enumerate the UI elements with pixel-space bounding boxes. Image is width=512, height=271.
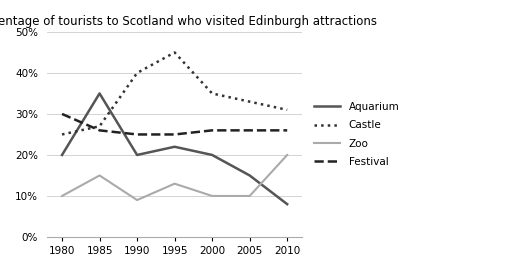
Legend: Aquarium, Castle, Zoo, Festival: Aquarium, Castle, Zoo, Festival [310, 98, 403, 171]
Zoo [59, 194, 65, 198]
Festival [284, 129, 290, 132]
Title: Percentage of tourists to Scotland who visited Edinburgh attractions: Percentage of tourists to Scotland who v… [0, 15, 377, 28]
Zoo [172, 182, 178, 185]
Zoo [134, 198, 140, 202]
Castle [284, 108, 290, 111]
Castle [96, 125, 102, 128]
Zoo [247, 194, 253, 198]
Line: Zoo: Zoo [62, 155, 287, 200]
Festival [134, 133, 140, 136]
Festival [96, 129, 102, 132]
Festival [172, 133, 178, 136]
Castle [172, 51, 178, 54]
Festival [209, 129, 215, 132]
Zoo [284, 153, 290, 157]
Castle [134, 71, 140, 75]
Line: Festival: Festival [62, 114, 287, 134]
Zoo [96, 174, 102, 177]
Zoo [209, 194, 215, 198]
Line: Castle: Castle [62, 53, 287, 134]
Aquarium [247, 174, 253, 177]
Castle [209, 92, 215, 95]
Castle [59, 133, 65, 136]
Aquarium [59, 153, 65, 157]
Aquarium [172, 145, 178, 149]
Festival [59, 112, 65, 116]
Castle [247, 100, 253, 103]
Aquarium [284, 202, 290, 206]
Line: Aquarium: Aquarium [62, 93, 287, 204]
Aquarium [96, 92, 102, 95]
Festival [247, 129, 253, 132]
Aquarium [209, 153, 215, 157]
Aquarium [134, 153, 140, 157]
